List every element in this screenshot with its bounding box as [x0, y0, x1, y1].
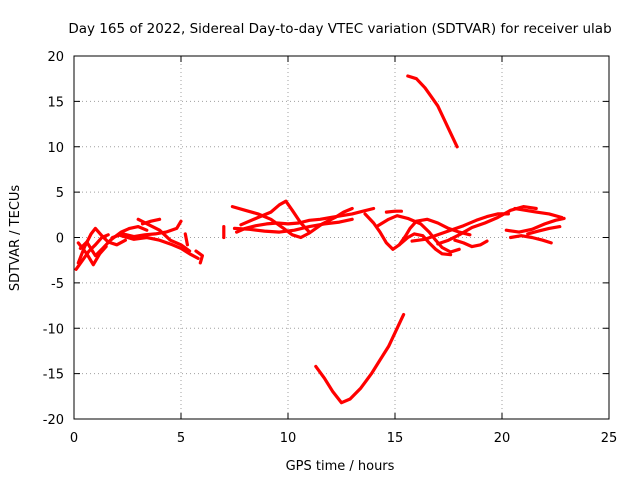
series-trace-sat-q	[376, 214, 461, 254]
series-trace-sat-l	[235, 206, 376, 234]
series-trace-sat-x	[504, 216, 566, 234]
series-trace-sat-m	[230, 205, 354, 240]
series-trace-sat-aa	[406, 74, 459, 149]
y-tick-label: 10	[47, 141, 64, 156]
chart-title: Day 165 of 2022, Sidereal Day-to-day VTE…	[68, 21, 611, 37]
series-trace-sat-ab	[314, 313, 406, 405]
series-trace-sat-y	[509, 234, 553, 245]
y-tick-label: -15	[43, 368, 64, 383]
series-layer	[74, 74, 566, 405]
series-trace-sat-t	[453, 238, 489, 249]
x-axis-label: GPS time / hours	[286, 459, 395, 474]
series-trace-sat-d	[76, 241, 108, 267]
x-tick-label: 0	[70, 431, 78, 446]
y-tick-label: -10	[43, 322, 64, 337]
y-tick-label: -20	[43, 413, 64, 428]
series-trace-sat-i	[183, 232, 189, 247]
series-trace-sat-f	[119, 234, 200, 260]
series-trace-sat-o	[232, 217, 354, 234]
y-tick-label: 0	[56, 232, 64, 247]
tick-layer: 0 5 10 15 20 25 -20 -15 -10 -5 0 5 10 15 20	[43, 50, 618, 446]
series-trace-sat-v	[436, 205, 538, 246]
series-trace-sat-c	[78, 225, 149, 258]
series-trace-sat-u	[410, 212, 510, 243]
y-tick-label: 15	[47, 95, 64, 110]
series-trace-sat-z	[526, 225, 562, 236]
x-tick-label: 10	[280, 431, 297, 446]
y-tick-label: -5	[51, 277, 64, 292]
x-tick-label: 25	[601, 431, 618, 446]
grid-layer	[74, 56, 609, 419]
y-tick-label: 5	[56, 186, 64, 201]
series-trace-sat-e	[110, 219, 183, 240]
series-trace-sat-w	[513, 206, 564, 220]
y-axis-label: SDTVAR / TECUs	[8, 185, 23, 292]
x-tick-label: 15	[387, 431, 404, 446]
series-trace-sat-p	[363, 212, 472, 251]
series-trace-sat-n	[239, 199, 311, 234]
series-trace-sat-j	[194, 249, 204, 265]
series-trace-sat-r	[384, 209, 403, 214]
y-tick-label: 20	[47, 50, 64, 65]
x-tick-label: 5	[177, 431, 185, 446]
series-trace-sat-h	[140, 217, 162, 226]
x-tick-label: 20	[494, 431, 511, 446]
